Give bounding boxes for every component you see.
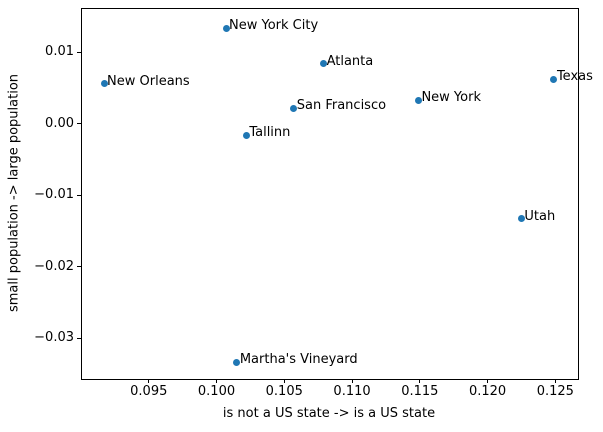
point-label: Texas (556, 69, 593, 85)
x-tick-label: 0.115 (401, 384, 439, 399)
scatter-point (233, 358, 241, 366)
x-tick-mark (148, 379, 150, 383)
x-tick-label: 0.105 (265, 384, 303, 399)
x-tick-label: 0.100 (197, 384, 236, 399)
scatter-point (222, 24, 230, 32)
x-axis-label: is not a US state -> is a US state (222, 406, 436, 421)
x-tick-mark (283, 379, 285, 383)
y-tick-mark (77, 123, 81, 125)
x-tick-label: 0.125 (536, 384, 574, 399)
x-tick-mark (351, 379, 353, 383)
x-tick-label: 0.095 (130, 384, 168, 399)
x-tick-mark (554, 379, 556, 383)
scatter-point (290, 104, 298, 112)
y-tick-label: 0.01 (45, 44, 74, 60)
scatter-point (550, 75, 558, 83)
y-tick-label: −0.03 (34, 330, 74, 345)
x-tick-mark (487, 379, 489, 383)
scatter-point (517, 215, 525, 223)
plot-area (81, 8, 579, 380)
point-label: Tallinn (249, 125, 291, 141)
point-label: New Orleans (107, 73, 190, 89)
scatter-point (100, 80, 108, 88)
x-tick-mark (216, 379, 218, 383)
scatter-point (242, 131, 250, 139)
y-tick-mark (77, 337, 81, 339)
x-tick-label: 0.120 (468, 384, 507, 399)
point-label: Martha's Vineyard (239, 352, 358, 368)
scatter-point (320, 60, 328, 68)
y-tick-mark (77, 194, 81, 196)
x-tick-label: 0.110 (333, 384, 371, 399)
x-tick-mark (419, 379, 421, 383)
point-label: New York (421, 90, 481, 106)
point-label: San Francisco (296, 98, 387, 113)
y-tick-label: −0.01 (34, 187, 74, 203)
point-label: Utah (524, 208, 556, 224)
point-label: Atlanta (326, 53, 374, 69)
point-label: New York City (229, 18, 319, 33)
y-tick-label: −0.02 (34, 258, 74, 274)
y-tick-mark (77, 266, 81, 268)
y-tick-mark (77, 51, 81, 53)
y-tick-label: 0.00 (45, 115, 74, 131)
scatter-point (414, 96, 422, 104)
